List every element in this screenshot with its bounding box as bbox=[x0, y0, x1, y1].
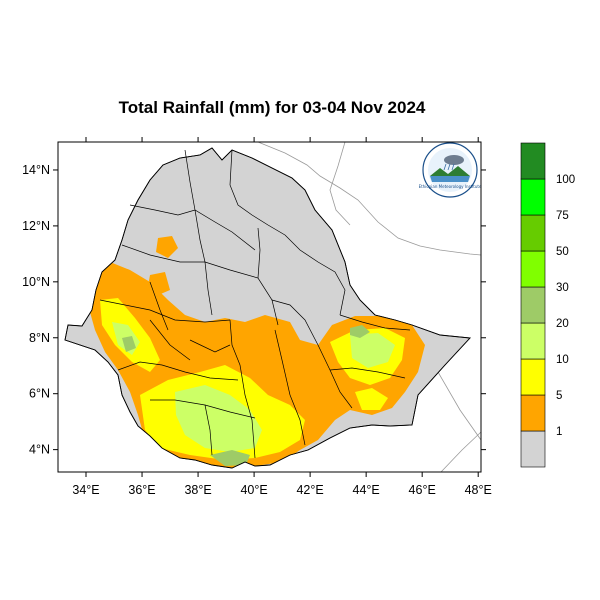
y-tick-label: 8°N bbox=[29, 331, 50, 345]
colorbar-legend: 1 5 10 20 30 50 75 100 bbox=[520, 142, 575, 468]
rain-region-west-small bbox=[122, 336, 136, 352]
legend-label: 20 bbox=[556, 318, 569, 330]
legend-color-box bbox=[520, 250, 546, 288]
coast-red-sea bbox=[257, 142, 481, 256]
legend-label: 1 bbox=[556, 426, 562, 438]
logo-lettering: Ethiopian Meteorology Institute bbox=[419, 184, 482, 189]
x-tick-label: 44°E bbox=[353, 483, 380, 497]
legend-label: 5 bbox=[556, 390, 562, 402]
legend-color-box bbox=[520, 286, 546, 324]
longitude-axis: 34°E 36°E 38°E 40°E 42°E 44°E 46°E 48°E bbox=[72, 137, 492, 497]
rain-region-north-spot-2 bbox=[148, 272, 170, 296]
rain-region-east-core bbox=[350, 333, 395, 368]
legend-color-box bbox=[520, 214, 546, 252]
legend-color-box bbox=[520, 430, 546, 468]
y-tick-label: 10°N bbox=[22, 275, 50, 289]
ethiopia-outline bbox=[64, 147, 471, 469]
legend-label: 10 bbox=[556, 354, 569, 366]
legend-label: 30 bbox=[556, 282, 569, 294]
logo-ethiopian-meteorology-institute: Ethiopian Meteorology Institute bbox=[419, 142, 482, 198]
rain-region-north-spot bbox=[156, 236, 178, 258]
latitude-axis: 4°N 6°N 8°N 10°N 12°N 14°N bbox=[22, 163, 486, 457]
rain-region-east-small bbox=[350, 325, 370, 338]
legend-label: 75 bbox=[556, 210, 569, 222]
rain-region-southern-tip bbox=[210, 450, 250, 466]
legend-label: 100 bbox=[556, 174, 575, 186]
regional-boundaries bbox=[99, 149, 411, 459]
x-tick-label: 34°E bbox=[72, 483, 99, 497]
rainfall-field bbox=[88, 236, 425, 468]
legend-label: 50 bbox=[556, 246, 569, 258]
x-tick-label: 38°E bbox=[184, 483, 211, 497]
y-tick-label: 12°N bbox=[22, 219, 50, 233]
legend-color-box bbox=[520, 178, 546, 216]
map-frame bbox=[57, 141, 482, 473]
x-tick-label: 46°E bbox=[409, 483, 436, 497]
legend-color-box bbox=[520, 322, 546, 360]
x-tick-label: 42°E bbox=[296, 483, 323, 497]
legend-color-box bbox=[520, 358, 546, 396]
legend-color-box bbox=[520, 394, 546, 432]
yemen-coast bbox=[329, 142, 351, 226]
x-tick-label: 40°E bbox=[240, 483, 267, 497]
y-tick-label: 14°N bbox=[22, 163, 50, 177]
y-tick-label: 4°N bbox=[29, 443, 50, 457]
y-tick-label: 6°N bbox=[29, 387, 50, 401]
rain-class-20-30mm bbox=[122, 325, 370, 466]
x-tick-label: 36°E bbox=[128, 483, 155, 497]
map-area: Ethiopian Meteorology Institute bbox=[58, 142, 482, 472]
x-tick-label: 48°E bbox=[465, 483, 492, 497]
legend-color-box bbox=[520, 142, 546, 180]
rain-region-south-core bbox=[175, 385, 262, 452]
kenya-somalia-border bbox=[440, 431, 481, 472]
map-title: Total Rainfall (mm) for 03-04 Nov 2024 bbox=[119, 98, 426, 117]
rain-region-east-2 bbox=[355, 388, 388, 410]
